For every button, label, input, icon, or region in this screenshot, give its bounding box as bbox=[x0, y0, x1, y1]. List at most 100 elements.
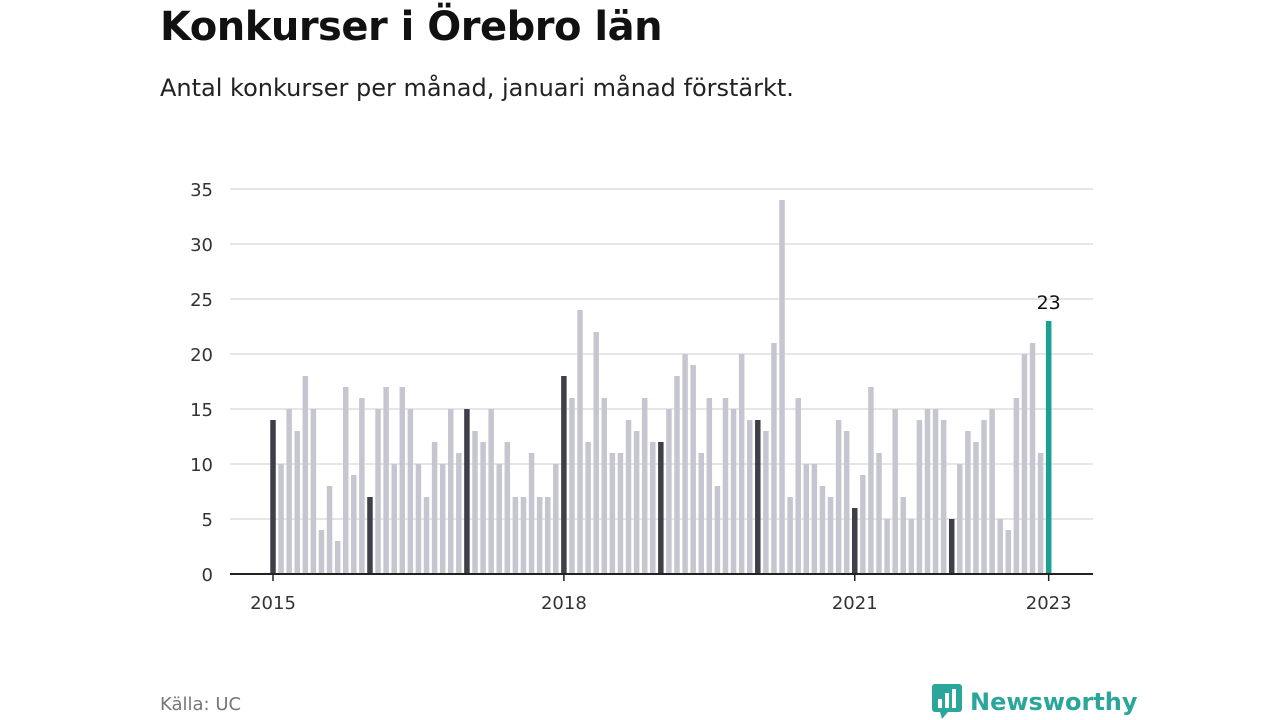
bar bbox=[577, 310, 583, 574]
bar bbox=[617, 453, 624, 574]
bar bbox=[359, 398, 365, 574]
bar bbox=[351, 475, 357, 574]
bar bbox=[835, 420, 842, 574]
value-labels: 23 bbox=[1037, 292, 1061, 314]
y-tick-label: 5 bbox=[202, 510, 213, 531]
bar bbox=[536, 497, 543, 574]
bar bbox=[908, 519, 915, 574]
y-tick-label: 0 bbox=[202, 565, 213, 586]
bar bbox=[456, 453, 462, 574]
bar bbox=[423, 497, 430, 574]
bar bbox=[650, 442, 656, 574]
grid-lines bbox=[230, 188, 1093, 520]
bar-january bbox=[561, 376, 567, 574]
bar bbox=[318, 530, 325, 574]
bar bbox=[787, 497, 793, 574]
bar bbox=[569, 398, 575, 574]
bar bbox=[512, 497, 519, 574]
y-tick-label: 20 bbox=[190, 345, 213, 366]
bar bbox=[480, 442, 486, 574]
bar bbox=[868, 387, 874, 574]
bar-chart: 0 5 10 15 20 25 30 35 2015 2018 2021 2023 23 bbox=[190, 180, 1093, 614]
bar bbox=[528, 453, 535, 574]
bar bbox=[472, 431, 478, 574]
bar bbox=[900, 497, 906, 574]
bar bbox=[843, 431, 850, 574]
bar bbox=[407, 409, 414, 574]
bar bbox=[633, 431, 640, 574]
bar bbox=[819, 486, 826, 574]
bar bbox=[916, 420, 923, 574]
y-tick-label: 10 bbox=[190, 455, 213, 476]
bars bbox=[270, 200, 1052, 574]
bar bbox=[892, 409, 898, 574]
x-tick-label: 2021 bbox=[832, 593, 878, 614]
bar bbox=[698, 453, 704, 574]
bar bbox=[924, 409, 931, 574]
bar bbox=[278, 464, 284, 574]
bar bbox=[1029, 343, 1036, 574]
bar bbox=[860, 475, 866, 574]
bar bbox=[973, 442, 979, 574]
bar bbox=[722, 398, 729, 574]
bar bbox=[431, 442, 438, 574]
bar-chart-logo-icon bbox=[932, 684, 962, 719]
bar bbox=[609, 453, 616, 574]
bar bbox=[375, 409, 381, 574]
chart-title: Konkurser i Örebro län bbox=[160, 4, 663, 50]
y-axis-ticks: 0 5 10 15 20 25 30 35 bbox=[190, 180, 213, 586]
bar bbox=[544, 497, 551, 574]
bar bbox=[746, 420, 753, 574]
bar bbox=[601, 398, 608, 574]
bar bbox=[342, 387, 349, 574]
bar bbox=[448, 409, 454, 574]
bar bbox=[682, 354, 688, 574]
x-axis-ticks: 2015 2018 2021 2023 bbox=[250, 574, 1072, 614]
bar bbox=[488, 409, 494, 574]
bar-january bbox=[658, 442, 664, 574]
bar bbox=[803, 464, 810, 574]
bar bbox=[674, 376, 680, 574]
x-tick-label: 2023 bbox=[1026, 593, 1072, 614]
bar bbox=[763, 431, 769, 574]
bar-january bbox=[464, 409, 470, 574]
bar bbox=[1021, 354, 1028, 574]
bar bbox=[391, 464, 397, 574]
bar bbox=[399, 387, 406, 574]
y-tick-label: 30 bbox=[190, 235, 213, 256]
bar bbox=[1005, 530, 1012, 574]
bar bbox=[553, 464, 559, 574]
bar bbox=[520, 497, 527, 574]
bar bbox=[666, 409, 672, 574]
bar bbox=[714, 486, 721, 574]
bar-january bbox=[755, 420, 761, 574]
bar bbox=[811, 464, 818, 574]
bar bbox=[795, 398, 801, 574]
bar bbox=[585, 442, 591, 574]
bar bbox=[415, 464, 422, 574]
bar bbox=[827, 497, 834, 574]
bar bbox=[997, 519, 1003, 574]
bar bbox=[940, 420, 947, 574]
brand-name: Newsworthy bbox=[970, 688, 1138, 716]
bar bbox=[1037, 453, 1044, 574]
bar bbox=[383, 387, 389, 574]
bar bbox=[932, 409, 939, 574]
bar bbox=[738, 354, 745, 574]
bar bbox=[310, 409, 317, 574]
y-tick-label: 15 bbox=[190, 400, 213, 421]
bar-january bbox=[367, 497, 373, 574]
source-note: Källa: UC bbox=[160, 694, 242, 715]
bar bbox=[779, 200, 785, 574]
bar-latest bbox=[1045, 321, 1052, 574]
bar bbox=[730, 409, 737, 574]
bar bbox=[286, 409, 292, 574]
bar bbox=[876, 453, 882, 574]
bar bbox=[496, 464, 502, 574]
bar bbox=[771, 343, 777, 574]
bar bbox=[641, 398, 648, 574]
bar bbox=[965, 431, 971, 574]
bar bbox=[625, 420, 632, 574]
latest-value-label: 23 bbox=[1037, 292, 1061, 314]
newsworthy-logo: Newsworthy bbox=[932, 684, 1138, 720]
